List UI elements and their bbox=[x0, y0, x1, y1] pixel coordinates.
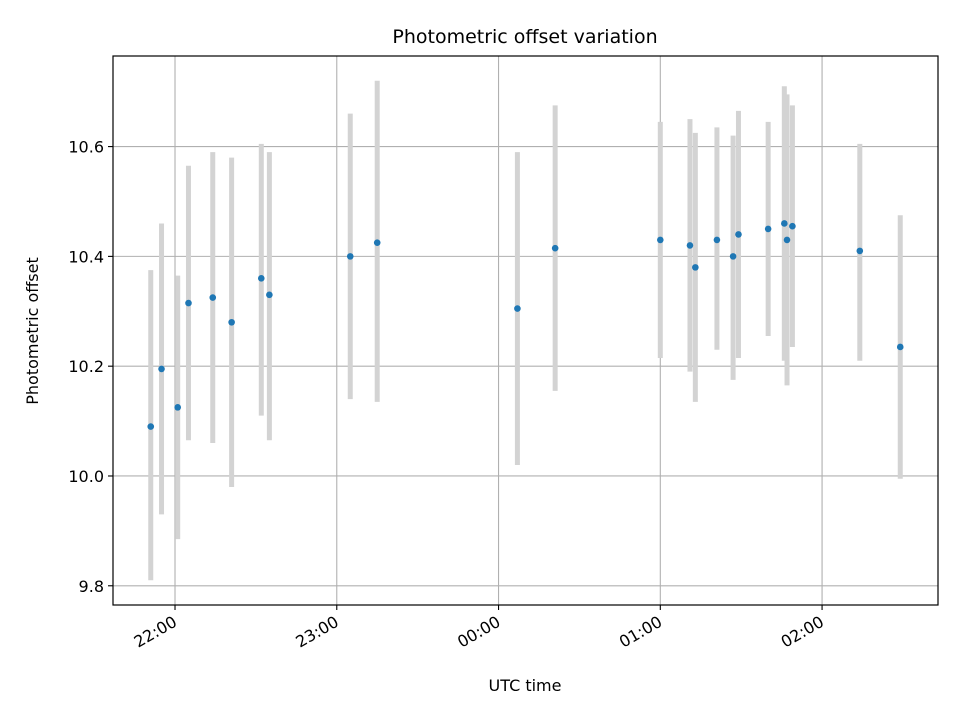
data-point bbox=[657, 236, 664, 244]
data-point bbox=[896, 343, 904, 351]
y-tick-label: 10.6 bbox=[68, 138, 104, 157]
data-point bbox=[783, 236, 791, 244]
y-tick-label: 10.4 bbox=[68, 247, 104, 266]
data-point bbox=[735, 231, 742, 238]
data-point bbox=[257, 275, 265, 282]
data-point bbox=[856, 247, 864, 255]
data-point bbox=[373, 239, 381, 246]
data-point bbox=[185, 299, 192, 307]
y-tick-label: 10.0 bbox=[68, 467, 104, 486]
y-axis-label: Photometric offset bbox=[23, 257, 42, 405]
data-point bbox=[266, 291, 273, 299]
data-point bbox=[346, 253, 354, 260]
data-point bbox=[692, 264, 699, 271]
data-point bbox=[147, 423, 155, 430]
data-point bbox=[514, 305, 521, 312]
x-axis-label: UTC time bbox=[489, 676, 562, 695]
data-point bbox=[158, 365, 165, 373]
y-tick-label: 10.2 bbox=[68, 357, 104, 376]
data-point bbox=[729, 253, 737, 260]
data-point bbox=[789, 222, 796, 230]
data-point bbox=[713, 236, 721, 244]
data-points bbox=[147, 220, 904, 430]
chart-title: Photometric offset variation bbox=[392, 26, 657, 48]
grid bbox=[113, 56, 938, 605]
y-tick-label: 9.8 bbox=[79, 577, 104, 596]
data-point bbox=[551, 244, 559, 252]
data-point bbox=[209, 294, 217, 301]
data-point bbox=[764, 225, 772, 233]
data-point bbox=[228, 318, 235, 326]
plot-frame bbox=[112, 55, 939, 606]
data-point bbox=[781, 220, 788, 227]
data-point bbox=[686, 242, 694, 249]
data-point bbox=[174, 404, 182, 411]
